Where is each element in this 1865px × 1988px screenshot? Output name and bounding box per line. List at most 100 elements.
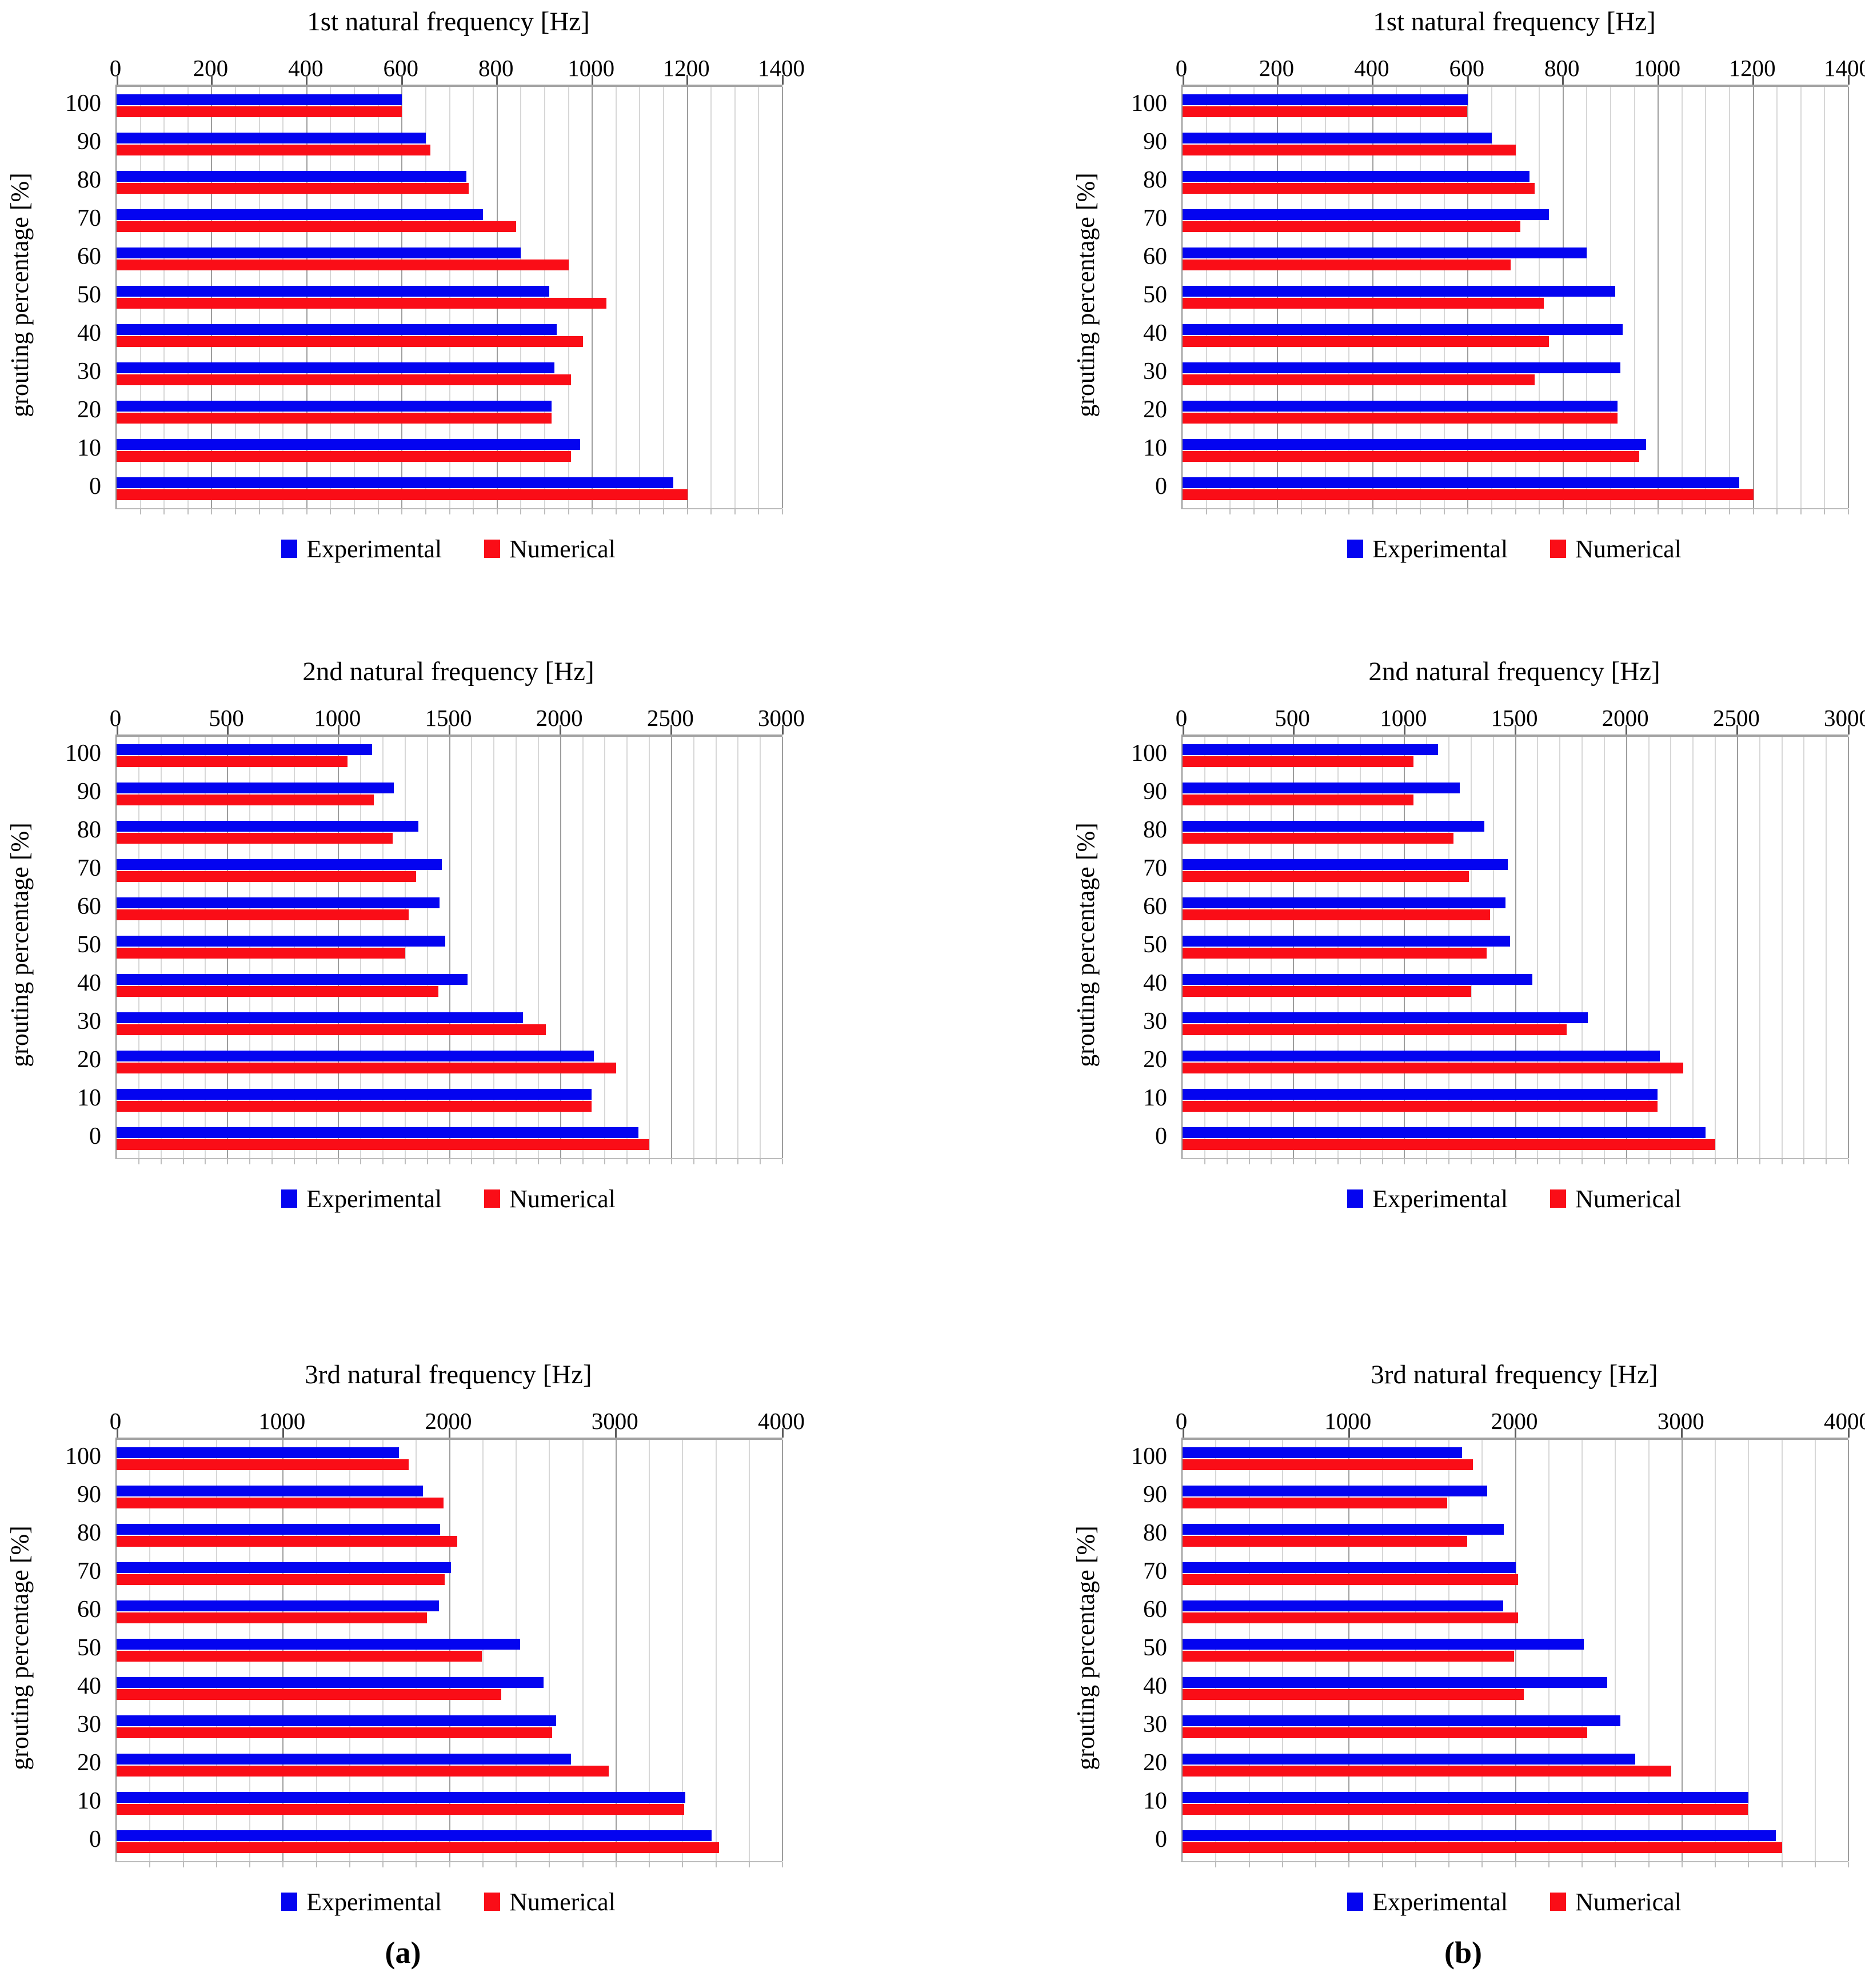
bar-numerical-cat-60 bbox=[1183, 909, 1490, 920]
axis-tick-bottom bbox=[1681, 509, 1683, 514]
axis-tick-bottom bbox=[1715, 1862, 1716, 1867]
category-label-30: 30 bbox=[1143, 1008, 1167, 1035]
bar-numerical-cat-70 bbox=[117, 1574, 445, 1585]
axis-tick-bottom bbox=[544, 509, 545, 514]
category-label-90: 90 bbox=[77, 779, 101, 805]
gridline-major bbox=[1562, 87, 1564, 508]
gridline-major bbox=[282, 1440, 284, 1861]
plot-area bbox=[115, 1428, 784, 1867]
legend-swatch-numerical bbox=[484, 1189, 501, 1208]
axis-tick-bottom bbox=[471, 1159, 473, 1164]
gridline-minor bbox=[639, 87, 641, 508]
gridline-minor bbox=[1492, 737, 1494, 1158]
axis-tick-bottom bbox=[235, 509, 237, 514]
bar-experimental-cat-90 bbox=[117, 1486, 423, 1496]
axis-tick-bottom bbox=[377, 509, 379, 514]
x-axis-tick-label: 2000 bbox=[1491, 1408, 1538, 1434]
category-label-10: 10 bbox=[1143, 1085, 1167, 1111]
bar-experimental-cat-50 bbox=[117, 1639, 521, 1650]
bar-experimental-cat-80 bbox=[1183, 171, 1530, 182]
bar-experimental-cat-40 bbox=[117, 324, 557, 335]
panel-label-b: (b) bbox=[1444, 1935, 1482, 1970]
axis-tick-bottom bbox=[316, 1862, 317, 1867]
x-axis-tick-label: 600 bbox=[383, 55, 419, 81]
gridline-minor bbox=[1396, 87, 1397, 508]
x-axis-tick-label: 400 bbox=[1354, 55, 1389, 81]
chart-title: 2nd natural frequency [Hz] bbox=[1368, 657, 1660, 686]
gridline-minor bbox=[1443, 87, 1445, 508]
x-axis-tick-label: 1000 bbox=[1380, 705, 1427, 731]
legend-label-numerical: Numerical bbox=[509, 1184, 616, 1213]
axis-tick-bottom bbox=[782, 1159, 783, 1164]
bar-experimental-cat-0 bbox=[117, 477, 673, 488]
gridline-minor bbox=[1548, 1440, 1549, 1861]
axis-tick-bottom bbox=[1728, 509, 1730, 514]
gridline-minor bbox=[1539, 87, 1540, 508]
gridline-major bbox=[1752, 87, 1754, 508]
category-label-70: 70 bbox=[1143, 205, 1167, 231]
category-label-80: 80 bbox=[1143, 817, 1167, 843]
bar-numerical-cat-80 bbox=[1183, 183, 1535, 194]
category-label-90: 90 bbox=[77, 1482, 101, 1508]
bar-experimental-cat-30 bbox=[117, 1012, 523, 1023]
gridline-major bbox=[1404, 737, 1405, 1158]
axis-tick-bottom bbox=[211, 509, 213, 514]
bar-numerical-cat-40 bbox=[1183, 1689, 1524, 1700]
axis-tick-bottom bbox=[163, 509, 165, 514]
axis-tick-bottom bbox=[182, 1159, 184, 1164]
gridline-minor bbox=[710, 87, 712, 508]
gridline-major bbox=[782, 737, 783, 1158]
gridline-minor bbox=[1814, 1440, 1816, 1861]
gridline-minor bbox=[1759, 737, 1760, 1158]
legend-label-experimental: Experimental bbox=[306, 1184, 442, 1213]
category-label-60: 60 bbox=[77, 893, 101, 920]
bar-experimental-cat-90 bbox=[1183, 783, 1460, 793]
bar-numerical-cat-60 bbox=[1183, 260, 1511, 270]
gridline-major bbox=[1848, 1440, 1849, 1861]
category-label-80: 80 bbox=[77, 167, 101, 193]
axis-tick-bottom bbox=[1448, 1862, 1449, 1867]
axis-tick-bottom bbox=[1515, 1862, 1516, 1867]
axis-tick-bottom bbox=[496, 509, 498, 514]
x-axis-tick-label: 3000 bbox=[758, 705, 805, 731]
bar-numerical-cat-10 bbox=[1183, 1101, 1658, 1112]
gridline-major bbox=[1467, 87, 1469, 508]
axis-tick-bottom bbox=[760, 1159, 761, 1164]
axis-tick-bottom bbox=[382, 1159, 384, 1164]
bar-numerical-cat-40 bbox=[117, 986, 439, 997]
axis-tick-bottom bbox=[282, 1862, 284, 1867]
axis-tick-top bbox=[449, 1428, 450, 1438]
category-label-60: 60 bbox=[1143, 1596, 1167, 1623]
chart-2nd-b: 2nd natural frequency [Hz] 0 500 1000 1500 20… bbox=[1066, 654, 1865, 1272]
bar-experimental-cat-0 bbox=[117, 1830, 712, 1841]
gridline-minor bbox=[1448, 1440, 1449, 1861]
axis-tick-top bbox=[1183, 1428, 1184, 1438]
plot-area bbox=[115, 725, 784, 1164]
axis-tick-top bbox=[615, 1428, 617, 1438]
bar-numerical-cat-20 bbox=[117, 1766, 609, 1777]
bar-numerical-cat-60 bbox=[117, 260, 569, 270]
gridline-minor bbox=[1670, 737, 1672, 1158]
bar-experimental-cat-100 bbox=[117, 94, 402, 105]
x-axis-tick-label: 1500 bbox=[425, 705, 472, 731]
x-axis-tick-label: 3000 bbox=[591, 1408, 638, 1434]
bar-numerical-cat-50 bbox=[1183, 1651, 1514, 1662]
axis-tick-bottom bbox=[516, 1862, 517, 1867]
gridline-minor bbox=[426, 737, 428, 1158]
bar-numerical-cat-100 bbox=[1183, 106, 1467, 117]
gridline-minor bbox=[615, 87, 617, 508]
axis-tick-bottom bbox=[293, 1159, 295, 1164]
bar-experimental-cat-100 bbox=[1183, 1447, 1463, 1458]
axis-tick-bottom bbox=[649, 1159, 650, 1164]
axis-tick-bottom bbox=[615, 1862, 617, 1867]
axis-tick-bottom bbox=[1559, 1159, 1561, 1164]
bar-experimental-cat-10 bbox=[1183, 1089, 1658, 1100]
axis-tick-top bbox=[781, 1428, 784, 1438]
bar-experimental-cat-60 bbox=[117, 1600, 439, 1611]
bar-experimental-cat-0 bbox=[1183, 477, 1739, 488]
gridline-minor bbox=[1748, 1440, 1750, 1861]
gridline-minor bbox=[520, 87, 522, 508]
axis-tick-top bbox=[1847, 725, 1850, 734]
category-label-40: 40 bbox=[77, 320, 101, 346]
axis-tick-bottom bbox=[715, 1159, 717, 1164]
